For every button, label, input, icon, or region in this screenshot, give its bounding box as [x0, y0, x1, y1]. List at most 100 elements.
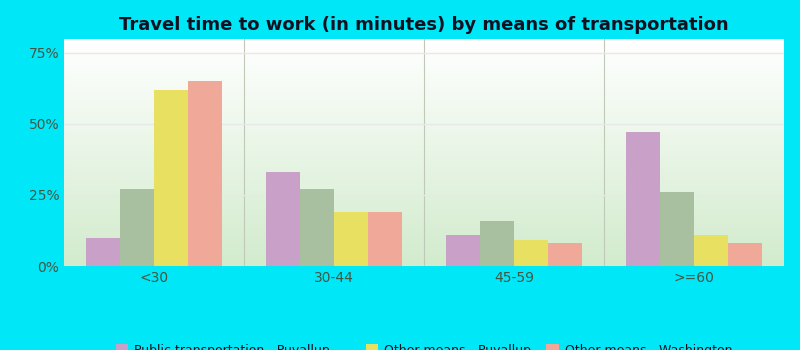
Bar [64, 230, 784, 231]
Bar [64, 261, 784, 262]
Bar [64, 45, 784, 47]
Bar [64, 65, 784, 66]
Bar [64, 185, 784, 186]
Bar [64, 192, 784, 193]
Bar [368, 212, 402, 266]
Bar [64, 83, 784, 84]
Bar [64, 234, 784, 235]
Bar [660, 192, 694, 266]
Bar [64, 101, 784, 102]
Bar [64, 130, 784, 131]
Bar [64, 133, 784, 134]
Bar [64, 189, 784, 190]
Bar [64, 159, 784, 160]
Bar [64, 117, 784, 118]
Bar [64, 126, 784, 127]
Bar [64, 103, 784, 104]
Bar [64, 138, 784, 139]
Bar [64, 188, 784, 189]
Bar [64, 107, 784, 108]
Bar [64, 235, 784, 237]
Bar [64, 53, 784, 54]
Bar [64, 232, 784, 233]
Bar [300, 189, 334, 266]
Bar [64, 109, 784, 110]
Bar [694, 235, 728, 266]
Bar [86, 238, 120, 266]
Bar [64, 136, 784, 138]
Bar [64, 80, 784, 82]
Bar [64, 182, 784, 183]
Bar [64, 178, 784, 180]
Title: Travel time to work (in minutes) by means of transportation: Travel time to work (in minutes) by mean… [119, 16, 729, 34]
Bar [64, 98, 784, 99]
Bar [64, 218, 784, 219]
Bar [64, 204, 784, 206]
Bar [64, 157, 784, 158]
Bar [64, 59, 784, 60]
Bar [64, 193, 784, 194]
Bar [64, 99, 784, 100]
Bar [64, 115, 784, 116]
Bar [64, 47, 784, 48]
Bar [64, 249, 784, 250]
Bar [64, 119, 784, 120]
Bar [64, 127, 784, 128]
Bar [64, 55, 784, 56]
Bar [64, 151, 784, 152]
Bar [64, 220, 784, 222]
Bar [64, 135, 784, 136]
Bar [64, 217, 784, 218]
Bar [64, 108, 784, 109]
Bar [64, 142, 784, 143]
Bar [64, 209, 784, 210]
Bar [120, 189, 154, 266]
Bar [64, 212, 784, 214]
Bar [64, 95, 784, 97]
Bar [64, 176, 784, 177]
Bar [154, 90, 188, 266]
Bar [64, 222, 784, 223]
Bar [64, 73, 784, 74]
Bar [64, 44, 784, 46]
Bar [64, 228, 784, 229]
Bar [64, 75, 784, 76]
Bar [64, 173, 784, 174]
Bar [64, 64, 784, 65]
Bar [64, 216, 784, 217]
Bar [64, 174, 784, 175]
Bar [64, 253, 784, 255]
Bar [64, 211, 784, 212]
Bar [64, 250, 784, 251]
Bar [64, 48, 784, 49]
Bar [64, 177, 784, 178]
Bar [334, 212, 368, 266]
Bar [64, 152, 784, 153]
Bar [64, 41, 784, 42]
Bar [64, 191, 784, 192]
Bar [64, 67, 784, 68]
Bar [64, 61, 784, 62]
Bar [64, 62, 784, 63]
Bar [64, 197, 784, 198]
Bar [64, 242, 784, 243]
Bar [64, 40, 784, 41]
Bar [64, 134, 784, 135]
Bar [64, 71, 784, 73]
Bar [64, 113, 784, 115]
Bar [64, 210, 784, 211]
Bar [64, 194, 784, 195]
Bar [64, 258, 784, 259]
Bar [64, 252, 784, 253]
Bar [64, 208, 784, 209]
Bar [64, 170, 784, 172]
Bar [64, 195, 784, 197]
Bar [64, 186, 784, 188]
Bar [64, 215, 784, 216]
Bar [64, 161, 784, 162]
Bar [64, 49, 784, 50]
Legend: Public transportation - Puyallup, Public transportation - Washington, Other mean: Public transportation - Puyallup, Public… [112, 341, 736, 350]
Bar [64, 76, 784, 77]
Bar [64, 259, 784, 260]
Bar [64, 97, 784, 98]
